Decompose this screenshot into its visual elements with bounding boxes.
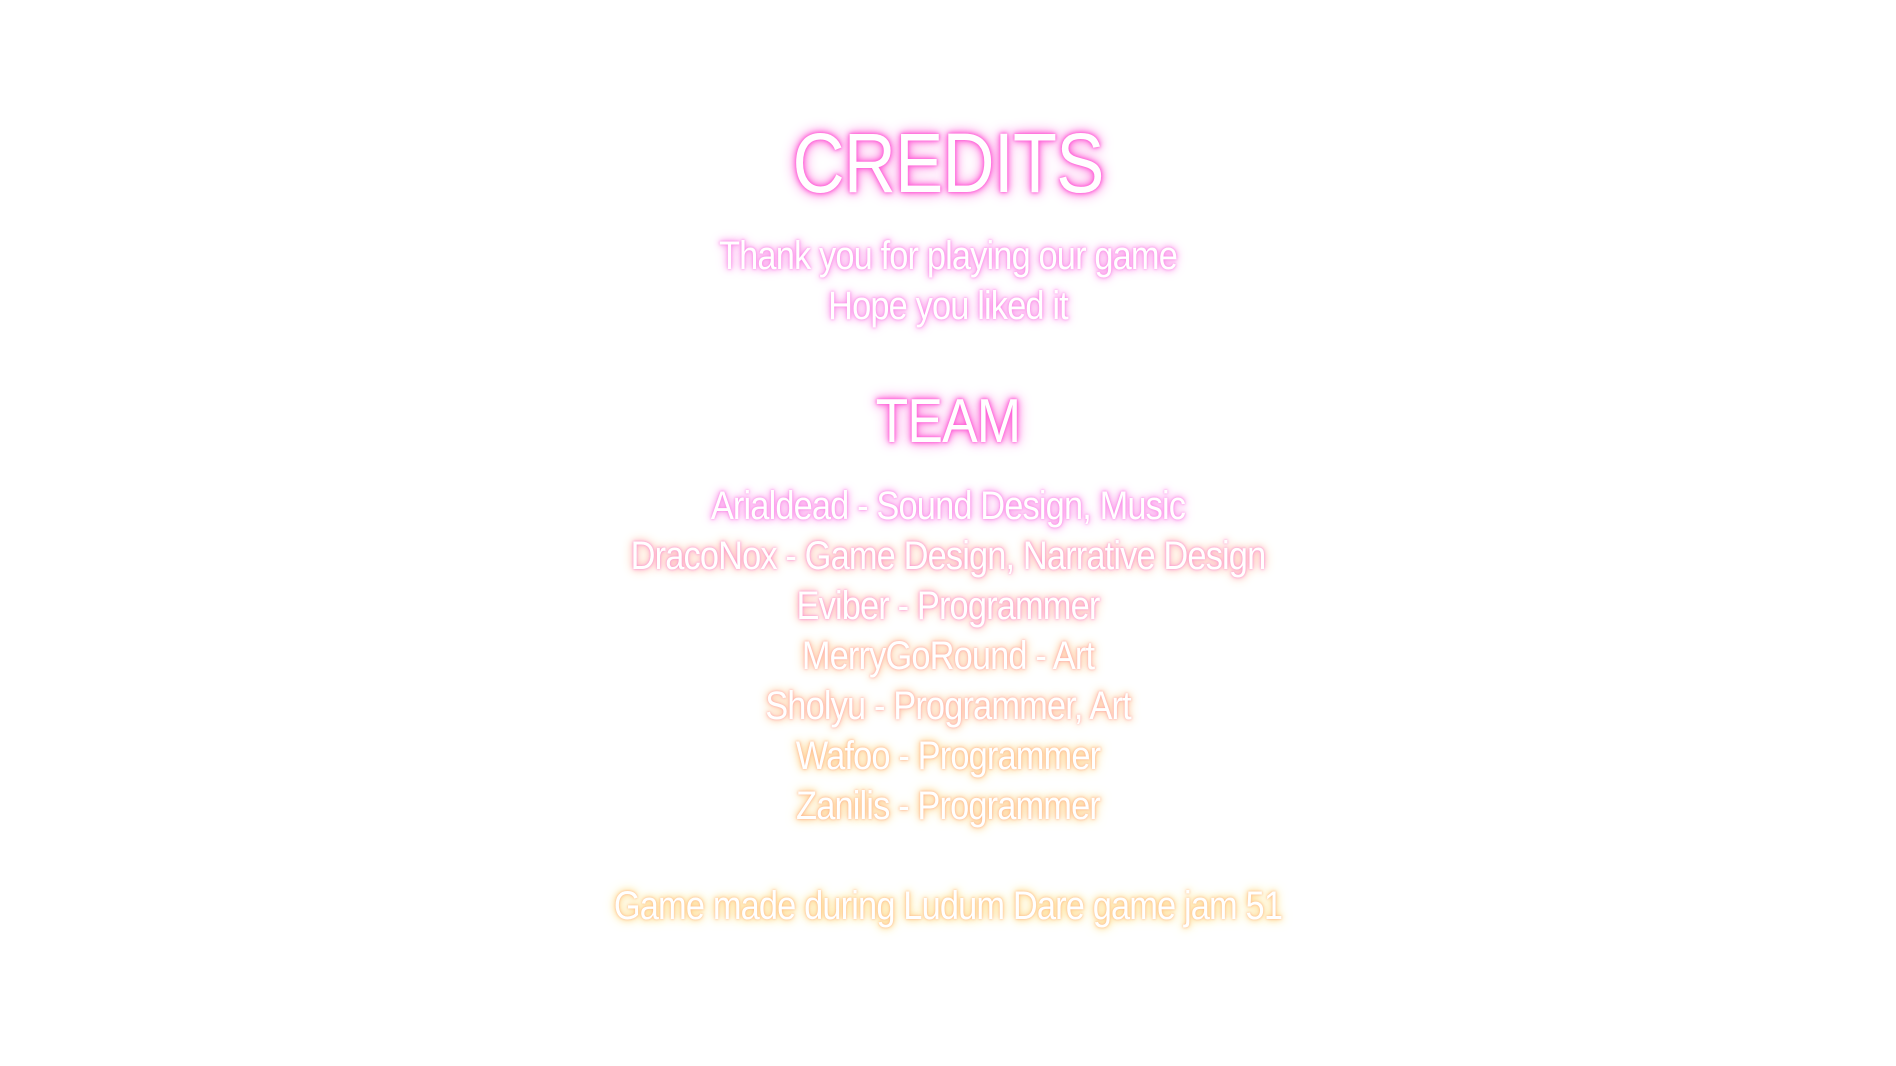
jam-footer: Game made during Ludum Dare game jam 51 bbox=[613, 884, 1283, 928]
hope-message: Hope you liked it bbox=[828, 284, 1069, 328]
team-member: Eviber - Programmer bbox=[796, 584, 1101, 628]
team-member: Sholyu - Programmer, Art bbox=[765, 684, 1131, 728]
team-member: MerryGoRound - Art bbox=[801, 634, 1095, 678]
team-member: Wafoo - Programmer bbox=[795, 734, 1101, 778]
team-member: DracoNox - Game Design, Narrative Design bbox=[630, 534, 1267, 578]
credits-title: CREDITS bbox=[792, 116, 1104, 210]
team-member: Arialdead - Sound Design, Music bbox=[710, 484, 1186, 528]
thanks-message: Thank you for playing our game bbox=[718, 234, 1178, 278]
team-heading: TEAM bbox=[875, 387, 1022, 456]
team-member: Zanilis - Programmer bbox=[796, 784, 1101, 828]
